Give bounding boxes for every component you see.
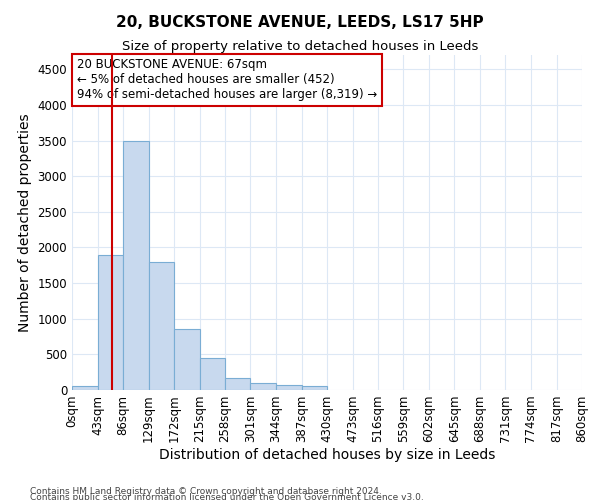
Text: Contains public sector information licensed under the Open Government Licence v3: Contains public sector information licen… bbox=[30, 492, 424, 500]
Text: 20, BUCKSTONE AVENUE, LEEDS, LS17 5HP: 20, BUCKSTONE AVENUE, LEEDS, LS17 5HP bbox=[116, 15, 484, 30]
Bar bbox=[225, 378, 251, 390]
Text: Size of property relative to detached houses in Leeds: Size of property relative to detached ho… bbox=[122, 40, 478, 53]
Bar bbox=[123, 140, 149, 390]
Y-axis label: Number of detached properties: Number of detached properties bbox=[18, 113, 32, 332]
Bar bbox=[251, 383, 276, 390]
Bar bbox=[149, 262, 174, 390]
Text: 20 BUCKSTONE AVENUE: 67sqm
← 5% of detached houses are smaller (452)
94% of semi: 20 BUCKSTONE AVENUE: 67sqm ← 5% of detac… bbox=[77, 58, 377, 102]
Bar bbox=[97, 254, 123, 390]
Bar bbox=[276, 385, 302, 390]
Bar bbox=[72, 386, 97, 390]
Text: Contains HM Land Registry data © Crown copyright and database right 2024.: Contains HM Land Registry data © Crown c… bbox=[30, 487, 382, 496]
Bar bbox=[174, 330, 199, 390]
X-axis label: Distribution of detached houses by size in Leeds: Distribution of detached houses by size … bbox=[159, 448, 495, 462]
Bar bbox=[302, 386, 327, 390]
Bar bbox=[199, 358, 225, 390]
